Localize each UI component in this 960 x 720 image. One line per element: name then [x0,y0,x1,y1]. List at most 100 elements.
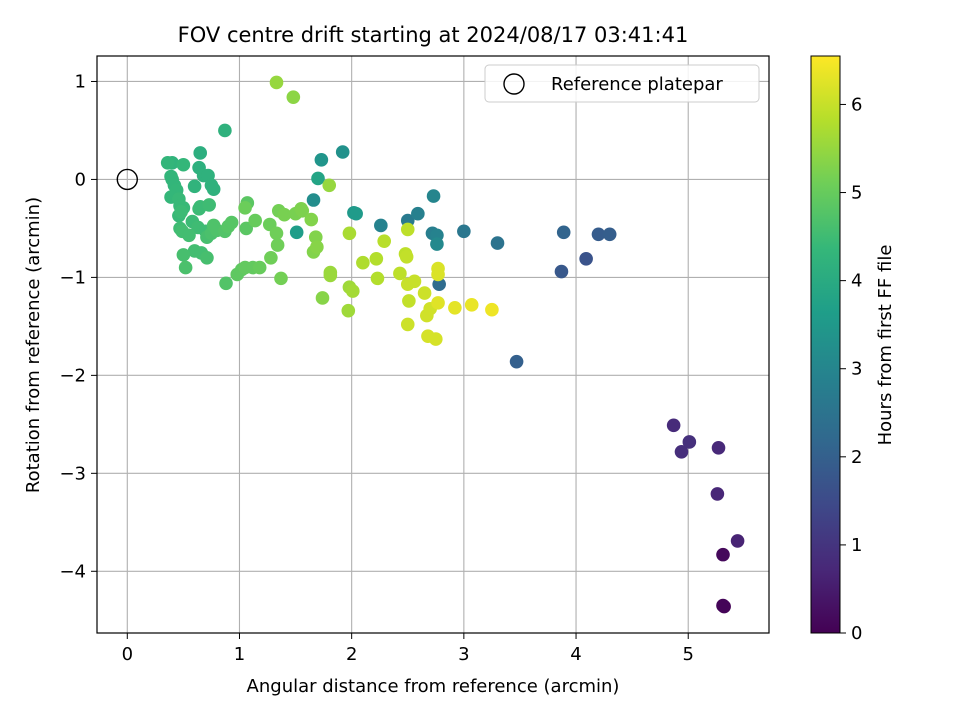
scatter-point [730,534,745,548]
scatter-point [429,332,443,346]
scatter-point [314,153,329,167]
y-tick-label: 1 [75,71,86,92]
scatter-point [716,547,730,562]
scatter-point [295,203,310,218]
legend-marker [503,73,525,95]
scatter-point [377,234,391,248]
scatter-point [591,227,606,242]
scatter-point [490,236,505,250]
colorbar-tick-label: 1 [851,535,862,556]
scatter-point [554,264,569,279]
scatter-point [270,238,285,252]
colorbar-tick-label: 4 [851,271,862,292]
scatter-point [206,182,221,197]
scatter-point [174,204,188,219]
scatter-point [710,487,725,501]
scatter-point [341,303,356,318]
scatter-point [248,213,262,228]
colorbar: 0 1 2 3 4 5 6 Hours from first FF file [810,55,896,644]
scatter-point [182,228,196,243]
scatter-point [426,189,441,203]
scatter-point [393,266,407,281]
scatter-point [315,291,330,305]
scatter-point [238,201,252,215]
x-axis-ticks: 0 1 2 3 4 5 [122,633,694,665]
scatter-point [411,206,425,221]
scatter-point [345,284,360,298]
scatter-point [431,296,445,310]
x-tick-label: 4 [570,644,581,665]
scatter-point [310,240,324,254]
scatter-point [289,225,304,240]
scatter-point [160,155,175,170]
scatter-point [311,171,325,186]
scatter-point [431,261,445,276]
plot-frame [96,55,770,634]
scatter-point [224,215,239,230]
scatter-point [399,250,414,264]
legend: Reference platepar [484,64,760,103]
scatter-point [464,298,479,312]
reference-marker [116,168,138,191]
scatter-point [448,300,462,315]
scatter-point [274,271,288,286]
colorbar-ticks: 0 1 2 3 4 5 6 [840,94,862,644]
y-tick-label: −3 [59,463,86,484]
scatter-point [178,260,193,275]
scatter-point [187,179,202,194]
colorbar-label: Hours from first FF file [875,245,896,446]
scatter-point [306,193,321,207]
y-axis-label: Rotation from reference (arcmin) [23,197,44,493]
scatter-point [430,237,444,251]
scatter-point [509,354,524,369]
scatter-point [602,227,617,242]
scatter-point [202,198,216,212]
colorbar-tick-label: 5 [851,183,862,204]
x-tick-label: 5 [682,644,693,665]
scatter-point [304,212,319,227]
y-tick-label: −2 [59,365,86,386]
colorbar-tick-label: 6 [851,94,862,115]
scatter-point [239,221,254,236]
scatter-point [457,224,471,239]
scatter-point [286,90,301,104]
scatter-point [400,317,415,332]
scatter-point [716,598,730,613]
y-tick-label: 0 [75,169,86,190]
colorbar-tick-label: 0 [851,623,862,644]
scatter-point [556,225,571,240]
scatter-point [370,271,385,286]
y-tick-label: −1 [59,267,86,288]
scatter-point [193,146,208,160]
chart-title: FOV centre drift starting at 2024/08/17 … [178,23,689,47]
scatter-point [269,75,284,90]
scatter-point [402,294,416,308]
scatter-point [264,251,278,265]
colorbar-tick-label: 2 [851,447,862,468]
scatter-point [218,123,232,138]
data-points [160,75,745,614]
scatter-point [349,206,363,221]
scatter-point [666,418,681,433]
scatter-point [417,286,432,300]
scatter-point [485,302,499,317]
x-tick-label: 3 [458,644,469,665]
scatter-point [323,268,338,283]
scatter-point [369,251,384,266]
scatter-point [269,226,284,241]
scatter-point [176,248,191,262]
scatter-point [674,444,689,459]
colorbar-gradient [810,55,841,634]
scatter-point [322,178,337,193]
x-axis-label: Angular distance from reference (arcmin) [247,676,620,697]
scatter-point [200,251,214,265]
scatter-point [579,251,593,266]
scatter-point [335,145,350,159]
legend-entry-label: Reference platepar [551,74,723,95]
x-tick-label: 2 [346,644,357,665]
y-tick-label: −4 [59,561,86,582]
scatter-point [219,276,233,291]
scatter-point [711,441,726,455]
scatter-point [407,274,422,289]
